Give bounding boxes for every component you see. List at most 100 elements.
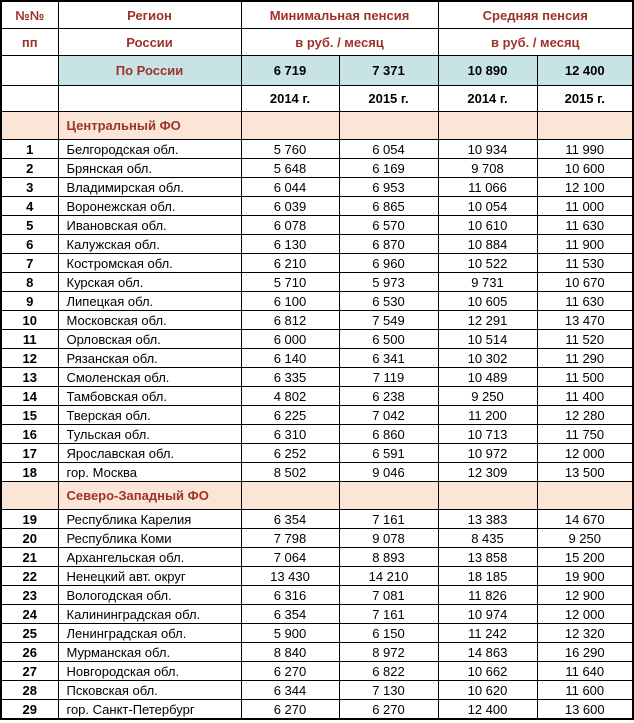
region-name-cell: Республика Коми [57,528,242,548]
region-name-cell: Курская обл. [57,272,242,292]
min-pension-2014-cell: 6 140 [240,348,340,368]
min-pension-2015-cell: 6 238 [338,386,439,406]
min-pension-2015-cell: 6 530 [338,291,439,311]
min-pension-2014-cell: 6 344 [240,680,340,700]
avg-pension-2014-cell: 10 662 [437,661,538,681]
region-name-cell: Брянская обл. [57,158,242,178]
min-pension-2015-cell: 14 210 [338,566,439,586]
row-number-cell: 4 [0,196,59,216]
region-name-cell: Тамбовская обл. [57,386,242,406]
russia-value-avg-2014: 10 890 [437,55,538,86]
table-row: 15 Тверская обл. 6 225 7 042 11 200 12 280 [0,405,634,425]
avg-pension-2015-cell: 14 670 [536,509,634,529]
region-name-cell: Белгородская обл. [57,139,242,159]
avg-pension-2014-cell: 10 605 [437,291,538,311]
avg-pension-2015-cell: 11 520 [536,329,634,349]
min-pension-2015-cell: 6 822 [338,661,439,681]
min-pension-2014-cell: 5 648 [240,158,340,178]
min-pension-2014-cell: 6 130 [240,234,340,254]
min-pension-2014-cell: 6 335 [240,367,340,387]
table-row: 16 Тульская обл. 6 310 6 860 10 713 11 750 [0,424,634,444]
region-name-cell: Владимирская обл. [57,177,242,197]
col-header-region-line1: Регион [57,0,242,29]
avg-pension-2015-cell: 12 320 [536,623,634,643]
min-pension-2015-cell: 7 042 [338,405,439,425]
section-blank-value-cell [338,111,439,140]
table-row: 29 гор. Санкт-Петербург 6 270 6 270 12 400 13… [0,699,634,720]
avg-pension-2015-cell: 12 000 [536,443,634,463]
row-number-cell: 11 [0,329,59,349]
min-pension-2014-cell: 4 802 [240,386,340,406]
row-number-cell: 1 [0,139,59,159]
section-blank-value-cell [536,111,634,140]
avg-pension-2014-cell: 10 610 [437,215,538,235]
region-name-cell: Вологодская обл. [57,585,242,605]
min-pension-2015-cell: 6 953 [338,177,439,197]
min-pension-2014-cell: 6 039 [240,196,340,216]
avg-pension-2015-cell: 12 100 [536,177,634,197]
col-header-num-line2: пп [0,28,59,56]
table-row: 2 Брянская обл. 5 648 6 169 9 708 10 600 [0,158,634,178]
row-number-cell: 29 [0,699,59,720]
min-pension-2014-cell: 6 270 [240,699,340,720]
avg-pension-2014-cell: 12 309 [437,462,538,482]
avg-pension-2014-cell: 13 383 [437,509,538,529]
avg-pension-2015-cell: 11 290 [536,348,634,368]
table-row: 12 Рязанская обл. 6 140 6 341 10 302 11 290 [0,348,634,368]
table-row: 24 Калининградская обл. 6 354 7 161 10 974 12… [0,604,634,624]
row-number-cell: 7 [0,253,59,273]
min-pension-2015-cell: 6 150 [338,623,439,643]
min-pension-2014-cell: 6 316 [240,585,340,605]
region-name-cell: Смоленская обл. [57,367,242,387]
table-row: 5 Ивановская обл. 6 078 6 570 10 610 11 630 [0,215,634,235]
row-number-cell: 2 [0,158,59,178]
region-name-cell: Ленинградская обл. [57,623,242,643]
year-label-min-2015: 2015 г. [338,85,439,112]
row-number-cell: 3 [0,177,59,197]
header-row-1: №№ Регион Минимальная пенсия Средняя пен… [0,0,634,29]
col-header-avg-unit: в руб. / месяц [437,28,634,56]
avg-pension-2014-cell: 14 863 [437,642,538,662]
min-pension-2015-cell: 6 169 [338,158,439,178]
min-pension-2014-cell: 5 900 [240,623,340,643]
min-pension-2015-cell: 9 078 [338,528,439,548]
section-header-row: Центральный ФО [0,111,634,140]
min-pension-2015-cell: 6 341 [338,348,439,368]
avg-pension-2015-cell: 11 500 [536,367,634,387]
row-number-cell: 27 [0,661,59,681]
min-pension-2015-cell: 6 054 [338,139,439,159]
table-row: 14 Тамбовская обл. 4 802 6 238 9 250 11 400 [0,386,634,406]
table-row: 17 Ярославская обл. 6 252 6 591 10 972 12 000 [0,443,634,463]
min-pension-2015-cell: 7 130 [338,680,439,700]
avg-pension-2014-cell: 11 826 [437,585,538,605]
year-label-avg-2015: 2015 г. [536,85,634,112]
section-blank-num-cell [0,481,59,510]
min-pension-2014-cell: 6 000 [240,329,340,349]
russia-label: По России [57,55,242,86]
region-name-cell: Калужская обл. [57,234,242,254]
min-pension-2014-cell: 6 044 [240,177,340,197]
min-pension-2014-cell: 8 840 [240,642,340,662]
region-name-cell: Архангельская обл. [57,547,242,567]
section-title: Центральный ФО [57,111,242,140]
avg-pension-2014-cell: 11 200 [437,405,538,425]
avg-pension-2014-cell: 12 400 [437,699,538,720]
row-number-cell: 25 [0,623,59,643]
avg-pension-2015-cell: 11 600 [536,680,634,700]
min-pension-2015-cell: 6 570 [338,215,439,235]
col-header-min-unit: в руб. / месяц [240,28,439,56]
region-name-cell: Псковская обл. [57,680,242,700]
row-number-cell: 17 [0,443,59,463]
avg-pension-2015-cell: 11 640 [536,661,634,681]
min-pension-2015-cell: 6 960 [338,253,439,273]
row-number-cell: 5 [0,215,59,235]
min-pension-2015-cell: 6 860 [338,424,439,444]
min-pension-2014-cell: 5 710 [240,272,340,292]
region-name-cell: Костромская обл. [57,253,242,273]
avg-pension-2015-cell: 9 250 [536,528,634,548]
min-pension-2014-cell: 8 502 [240,462,340,482]
row-number-cell: 26 [0,642,59,662]
avg-pension-2014-cell: 11 066 [437,177,538,197]
russia-value-min-2014: 6 719 [240,55,340,86]
section-header-row: Северо-Западный ФО [0,481,634,510]
